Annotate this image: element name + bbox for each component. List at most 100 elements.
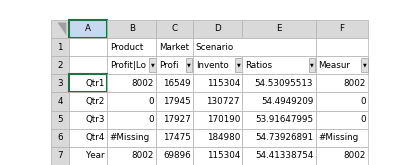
Text: 54.4949209: 54.4949209 bbox=[261, 97, 313, 106]
Bar bbox=[69, 74, 107, 92]
Bar bbox=[242, 74, 316, 92]
Bar bbox=[193, 20, 242, 38]
Bar bbox=[157, 38, 193, 56]
Bar bbox=[150, 58, 156, 72]
Text: 184980: 184980 bbox=[207, 133, 240, 142]
Text: Qtr4: Qtr4 bbox=[85, 133, 104, 142]
Bar bbox=[193, 56, 242, 74]
Bar bbox=[193, 111, 242, 129]
Bar bbox=[69, 147, 107, 165]
Text: ▼: ▼ bbox=[151, 63, 155, 68]
Text: B: B bbox=[129, 24, 135, 33]
Bar bbox=[193, 147, 242, 165]
Text: 0: 0 bbox=[148, 115, 154, 124]
Text: C: C bbox=[172, 24, 178, 33]
Bar bbox=[157, 56, 193, 74]
Text: #Missing: #Missing bbox=[110, 133, 150, 142]
Text: 1: 1 bbox=[58, 43, 63, 51]
Bar bbox=[316, 38, 368, 56]
Text: 53.91647995: 53.91647995 bbox=[255, 115, 313, 124]
Bar bbox=[193, 92, 242, 111]
Bar bbox=[316, 129, 368, 147]
Text: 115304: 115304 bbox=[207, 79, 240, 88]
Bar bbox=[107, 129, 157, 147]
Bar bbox=[51, 129, 69, 147]
Text: 115304: 115304 bbox=[207, 151, 240, 160]
Text: Year: Year bbox=[86, 151, 104, 160]
Text: 17475: 17475 bbox=[163, 133, 191, 142]
Bar bbox=[107, 74, 157, 92]
Text: ▼: ▼ bbox=[363, 63, 366, 68]
Text: Product: Product bbox=[110, 43, 143, 51]
Text: ▼: ▼ bbox=[187, 63, 191, 68]
Bar bbox=[309, 58, 315, 72]
Bar bbox=[107, 20, 157, 38]
Bar bbox=[51, 111, 69, 129]
Text: 69896: 69896 bbox=[163, 151, 191, 160]
Text: 2: 2 bbox=[58, 61, 63, 70]
Bar bbox=[107, 38, 157, 56]
Text: 54.41338754: 54.41338754 bbox=[255, 151, 313, 160]
Text: Qtr2: Qtr2 bbox=[85, 97, 104, 106]
Text: 17945: 17945 bbox=[163, 97, 191, 106]
Bar bbox=[69, 20, 107, 38]
Bar bbox=[69, 92, 107, 111]
Text: Profit|Lo: Profit|Lo bbox=[110, 61, 145, 70]
Text: F: F bbox=[339, 24, 344, 33]
Text: Invento: Invento bbox=[196, 61, 229, 70]
Bar bbox=[69, 56, 107, 74]
Bar bbox=[316, 56, 368, 74]
Text: 8002: 8002 bbox=[132, 151, 154, 160]
Text: 54.73926891: 54.73926891 bbox=[255, 133, 313, 142]
Bar bbox=[157, 74, 193, 92]
Text: Measur: Measur bbox=[318, 61, 350, 70]
Bar bbox=[51, 92, 69, 111]
Bar bbox=[69, 129, 107, 147]
Text: 130727: 130727 bbox=[206, 97, 240, 106]
Bar bbox=[69, 74, 107, 92]
Bar bbox=[157, 129, 193, 147]
Bar bbox=[242, 147, 316, 165]
Text: 54.53095513: 54.53095513 bbox=[255, 79, 313, 88]
Text: 16549: 16549 bbox=[163, 79, 191, 88]
Bar bbox=[157, 111, 193, 129]
Bar bbox=[316, 74, 368, 92]
Bar bbox=[51, 38, 69, 56]
Bar bbox=[316, 20, 368, 38]
Bar bbox=[186, 58, 192, 72]
Text: 8002: 8002 bbox=[343, 79, 366, 88]
Text: D: D bbox=[215, 24, 221, 33]
Text: 170190: 170190 bbox=[207, 115, 240, 124]
Bar bbox=[107, 92, 157, 111]
Text: 3: 3 bbox=[57, 79, 63, 88]
Text: Qtr1: Qtr1 bbox=[85, 79, 104, 88]
Bar bbox=[107, 111, 157, 129]
Bar bbox=[193, 129, 242, 147]
Bar bbox=[193, 74, 242, 92]
Text: 0: 0 bbox=[360, 97, 366, 106]
Text: Qtr3: Qtr3 bbox=[85, 115, 104, 124]
Text: ▼: ▼ bbox=[237, 63, 240, 68]
Text: 8002: 8002 bbox=[343, 151, 366, 160]
Text: 0: 0 bbox=[148, 97, 154, 106]
Bar bbox=[107, 147, 157, 165]
Text: A: A bbox=[85, 24, 91, 33]
Bar bbox=[242, 129, 316, 147]
Bar bbox=[242, 20, 316, 38]
Text: 7: 7 bbox=[57, 151, 63, 160]
Bar bbox=[107, 56, 157, 74]
Text: 8002: 8002 bbox=[132, 79, 154, 88]
Bar bbox=[242, 92, 316, 111]
Text: #Missing: #Missing bbox=[318, 133, 358, 142]
Bar bbox=[242, 111, 316, 129]
Bar bbox=[157, 20, 193, 38]
Text: ▼: ▼ bbox=[310, 63, 314, 68]
Bar bbox=[51, 56, 69, 74]
Bar bbox=[316, 147, 368, 165]
Text: Ratios: Ratios bbox=[245, 61, 272, 70]
Bar bbox=[316, 92, 368, 111]
Bar bbox=[361, 58, 368, 72]
Bar bbox=[51, 20, 69, 38]
Polygon shape bbox=[58, 22, 66, 35]
Text: 0: 0 bbox=[360, 115, 366, 124]
